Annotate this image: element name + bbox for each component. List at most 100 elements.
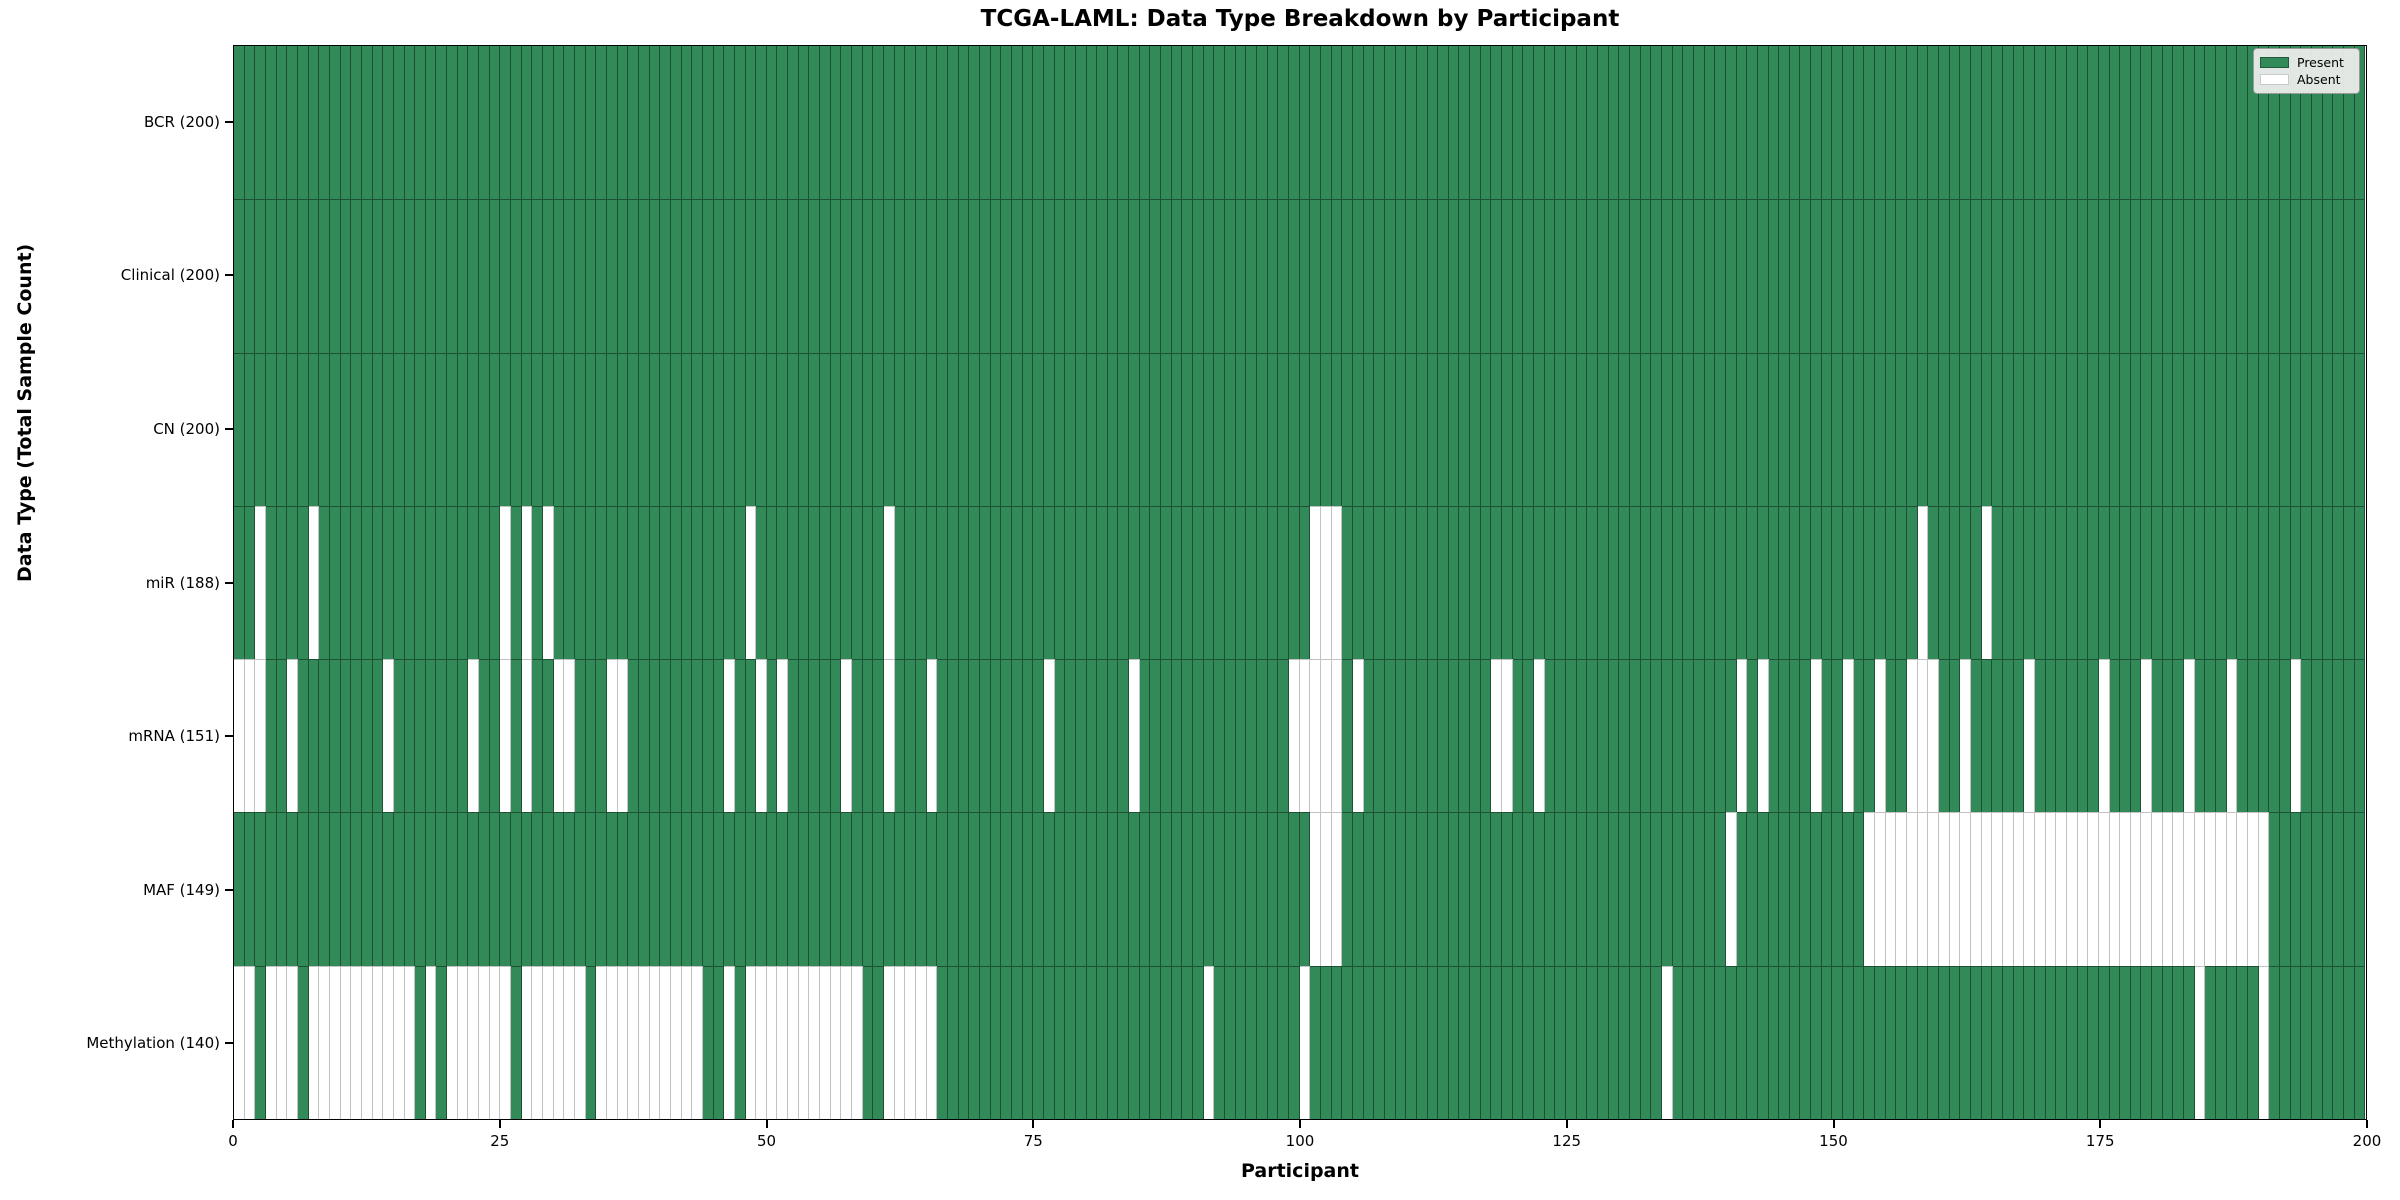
cell-mRNA-53 (798, 659, 810, 813)
cell-Clinical-166 (2002, 199, 2014, 353)
cell-CN-95 (1246, 352, 1257, 506)
cell-BCR-63 (905, 46, 916, 200)
cell-mRNA-192 (2280, 659, 2291, 813)
cell-BCR-150 (1832, 46, 1844, 200)
cell-BCR-61 (884, 46, 895, 200)
cell-CN-81 (1097, 352, 1108, 506)
cell-Methylation-15 (393, 965, 405, 1119)
cell-miR-29 (543, 505, 554, 660)
cell-Methylation-107 (1374, 965, 1385, 1119)
cell-CN-132 (1640, 352, 1652, 506)
cell-Methylation-64 (916, 965, 927, 1119)
cell-CN-166 (2002, 352, 2014, 506)
cell-BCR-81 (1097, 46, 1108, 200)
cell-CN-186 (2216, 352, 2227, 506)
cell-miR-44 (702, 505, 714, 660)
cell-miR-5 (287, 505, 298, 660)
cell-Clinical-171 (2056, 199, 2067, 353)
cell-mRNA-146 (1789, 659, 1801, 813)
cell-mRNA-126 (1576, 659, 1588, 813)
cell-miR-119 (1502, 505, 1513, 660)
cell-BCR-70 (979, 46, 991, 200)
cell-mRNA-36 (617, 659, 629, 813)
cell-miR-3 (265, 505, 277, 660)
cell-CN-96 (1257, 352, 1268, 506)
cell-Clinical-164 (1981, 199, 1993, 353)
cell-miR-86 (1150, 505, 1162, 660)
x-tick-mark (498, 1120, 501, 1128)
cell-CN-100 (1299, 352, 1311, 506)
cell-mRNA-30 (553, 659, 565, 813)
cell-miR-157 (1907, 505, 1918, 660)
cell-BCR-45 (713, 46, 725, 200)
cell-MAF-180 (2152, 812, 2163, 966)
cell-BCR-85 (1139, 46, 1151, 200)
cell-miR-68 (958, 505, 970, 660)
cell-Clinical-33 (585, 199, 597, 353)
cell-CN-2 (255, 352, 266, 506)
cell-miR-89 (1182, 505, 1194, 660)
cell-Clinical-62 (894, 199, 906, 353)
cell-BCR-86 (1150, 46, 1162, 200)
cell-BCR-3 (265, 46, 277, 200)
cell-CN-41 (670, 352, 682, 506)
cell-Clinical-100 (1299, 199, 1311, 353)
cell-Methylation-157 (1907, 965, 1918, 1119)
cell-Clinical-64 (916, 199, 927, 353)
cell-MAF-105 (1352, 812, 1364, 966)
cell-CN-154 (1875, 352, 1886, 506)
cell-miR-153 (1864, 505, 1876, 660)
cell-mRNA-62 (894, 659, 906, 813)
cell-BCR-44 (702, 46, 714, 200)
cell-BCR-113 (1438, 46, 1449, 200)
cell-MAF-102 (1320, 812, 1332, 966)
cell-Clinical-150 (1832, 199, 1844, 353)
cell-MAF-14 (383, 812, 394, 966)
cell-Methylation-160 (1939, 965, 1950, 1119)
cell-mRNA-49 (756, 659, 767, 813)
cell-miR-33 (585, 505, 597, 660)
cell-BCR-62 (894, 46, 906, 200)
cell-CN-68 (958, 352, 970, 506)
cell-miR-102 (1320, 505, 1332, 660)
cell-Clinical-144 (1768, 199, 1780, 353)
cell-mRNA-141 (1736, 659, 1748, 813)
cell-Clinical-48 (745, 199, 757, 353)
cell-miR-31 (564, 505, 575, 660)
cell-mRNA-4 (276, 659, 288, 813)
cell-Methylation-196 (2322, 965, 2334, 1119)
x-tick-label-150: 150 (1819, 1132, 1848, 1150)
cell-Methylation-103 (1331, 965, 1343, 1119)
cell-Methylation-193 (2290, 965, 2302, 1119)
cell-miR-65 (926, 505, 938, 660)
cell-miR-56 (830, 505, 842, 660)
cell-CN-4 (276, 352, 288, 506)
cell-MAF-191 (2269, 812, 2280, 966)
cell-mRNA-167 (2013, 659, 2025, 813)
cell-Methylation-69 (969, 965, 980, 1119)
cell-Methylation-154 (1875, 965, 1886, 1119)
cell-MAF-134 (1661, 812, 1673, 966)
cell-Clinical-41 (670, 199, 682, 353)
y-tick-mark (225, 735, 233, 738)
cell-BCR-152 (1853, 46, 1865, 200)
cell-miR-14 (383, 505, 394, 660)
cell-BCR-23 (479, 46, 490, 200)
cell-mRNA-26 (511, 659, 522, 813)
cell-Methylation-52 (788, 965, 799, 1119)
cell-MAF-156 (1896, 812, 1908, 966)
cell-miR-64 (916, 505, 927, 660)
cell-Clinical-44 (702, 199, 714, 353)
cell-Clinical-197 (2333, 199, 2344, 353)
cell-mRNA-187 (2226, 659, 2238, 813)
cell-CN-161 (1949, 352, 1961, 506)
cell-CN-121 (1523, 352, 1535, 506)
cell-Clinical-29 (543, 199, 554, 353)
cell-CN-123 (1544, 352, 1556, 506)
cell-MAF-83 (1118, 812, 1130, 966)
cell-mRNA-118 (1491, 659, 1503, 813)
cell-miR-42 (681, 505, 693, 660)
cell-mRNA-43 (692, 659, 703, 813)
cell-BCR-8 (319, 46, 330, 200)
cell-BCR-80 (1086, 46, 1098, 200)
